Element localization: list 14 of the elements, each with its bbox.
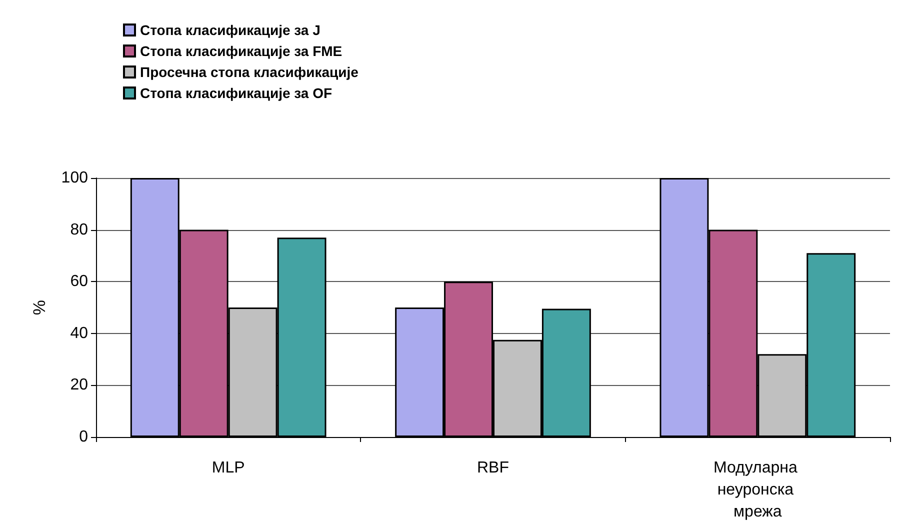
- y-tick-label: 20: [70, 376, 88, 394]
- x-tick-label: Модуларна неуронска мрежа: [713, 460, 802, 520]
- y-axis-title: %: [30, 300, 49, 316]
- legend-label: Стопа класификације за FME: [140, 43, 342, 59]
- x-tick-label: MLP: [212, 460, 245, 476]
- y-tick-label: 60: [70, 273, 88, 290]
- legend-label: Просечна стопа класификације: [140, 64, 359, 80]
- y-tick-label: 40: [70, 324, 88, 342]
- y-tick-label: 100: [61, 170, 88, 186]
- legend-label: Стопа класификације за J: [140, 22, 320, 38]
- y-tick-label: 80: [70, 221, 88, 238]
- y-tick-label: 0: [79, 428, 88, 446]
- x-tick-label: RBF: [477, 460, 510, 476]
- legend-label: Стопа класификације за OF: [140, 85, 332, 101]
